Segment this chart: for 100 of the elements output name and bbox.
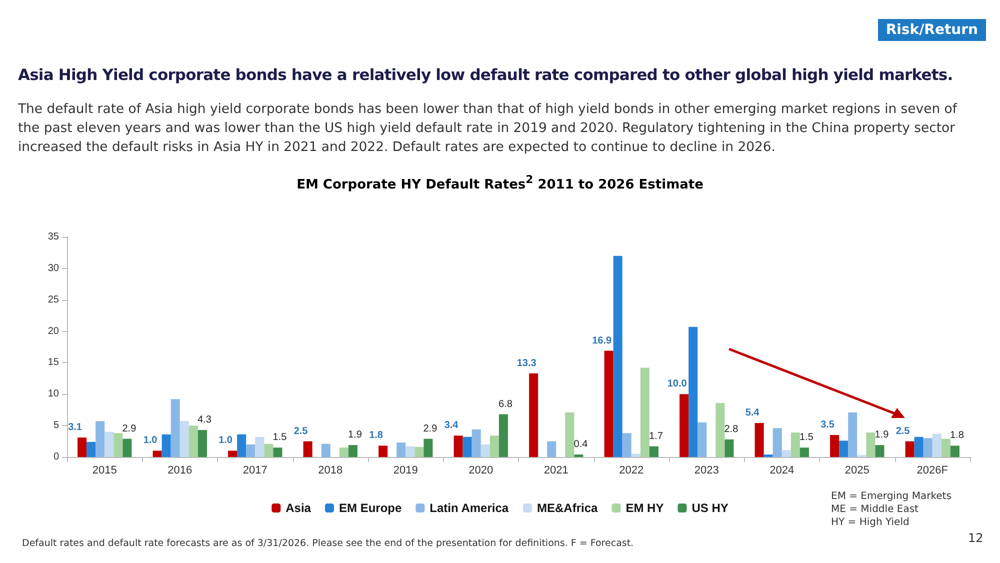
y-tick-label: 30 [48,262,60,274]
bar [839,440,848,457]
bar [152,450,162,457]
data-label: 2.9 [122,423,137,434]
bar [321,444,330,457]
bar [680,394,689,457]
x-tick-label: 2019 [393,464,418,476]
legend-label: EM Europe [338,501,402,515]
bar [480,444,490,457]
bar [114,433,123,457]
bar [348,445,358,457]
data-label: 1.9 [874,430,890,441]
bar [830,435,840,457]
bar [790,432,800,457]
data-label: 1.7 [648,430,664,442]
data-label: 2.5 [896,426,910,437]
bar [378,446,388,457]
text: ME = Middle East [831,503,920,516]
legend-label: Latin America [430,501,509,515]
data-label: 3.1 [68,422,82,434]
y-tick-label: 25 [48,294,60,306]
text: HY = High Yield [831,516,910,529]
y-tick-label: 5 [53,420,60,432]
y-tick-label: 35 [48,232,60,242]
bar [716,402,725,457]
bar [698,422,707,457]
bar [170,399,180,457]
bar [78,438,87,457]
x-tick-label: 2022 [619,464,644,476]
bar [914,436,924,457]
bar [339,448,348,457]
data-label: 10.0 [667,378,688,390]
bar [472,429,481,457]
x-tick-label: 2025 [844,464,870,476]
bar [772,428,782,457]
x-tick-label: 2023 [694,464,719,476]
bar [255,436,264,457]
bar [490,436,499,457]
bar [198,430,207,457]
bar [574,454,584,457]
text: EM = Emerging Markets [831,490,952,503]
bar [264,444,274,457]
data-label: 3.4 [444,420,459,432]
bar [180,421,189,457]
bar [96,421,105,457]
text: 12 [968,531,984,545]
bar [866,432,876,457]
bar [498,414,508,457]
bar [613,256,622,457]
bar [406,446,415,457]
data-label: 1.9 [348,430,362,441]
data-label: 16.9 [592,335,612,346]
data-label: 4.3 [197,414,212,426]
bar [246,444,256,457]
bar [724,439,734,457]
bar [414,446,424,457]
y-tick-label: 15 [48,357,60,368]
x-tick-label: 2018 [318,464,343,476]
bar [396,442,406,457]
bar [86,442,96,457]
legend-label: EM HY [626,501,664,515]
y-tick-label: 20 [48,326,60,337]
bar [848,412,858,457]
data-label: 1.0 [143,435,158,446]
bar [529,373,538,457]
data-label: 2.8 [724,424,739,435]
data-label: 1.5 [272,432,288,444]
x-tick-label: 2020 [468,464,494,476]
data-label: 2.5 [294,426,308,437]
bar [905,441,914,457]
bar [547,441,556,457]
bar [122,438,132,457]
data-label: 6.8 [498,398,513,410]
bar [565,412,574,457]
legend-label: ME&Africa [537,501,598,515]
bar [941,438,950,457]
data-label: 3.5 [820,420,835,430]
x-tick-label: 2017 [242,464,268,476]
bar [273,448,282,457]
x-tick-label: 2026F [916,464,948,476]
x-tick-label: 2015 [92,464,117,476]
legend-label: US HY [692,501,728,515]
bar [764,454,773,457]
data-label: 5.4 [745,408,760,419]
bar [424,438,433,457]
bar [604,350,614,457]
x-tick-label: 2016 [168,464,192,476]
bar [631,454,640,457]
bar [649,446,658,457]
bar [454,436,463,457]
data-label: 0.4 [574,438,588,450]
chart-title: Asia High Yield corporate bonds have a relatively low default rate compared to other global high yield markets. [18,66,954,84]
bar [923,438,932,457]
bar [688,326,698,457]
bar [303,441,312,457]
y-tick-label: 0 [53,452,60,462]
text: EM Corporate HY Default Rates$^{2}$ 2011 to 2026 Estimate [296,173,704,192]
bar [800,448,809,457]
data-label: 1.8 [369,430,384,442]
x-tick-label: 2024 [770,464,794,476]
